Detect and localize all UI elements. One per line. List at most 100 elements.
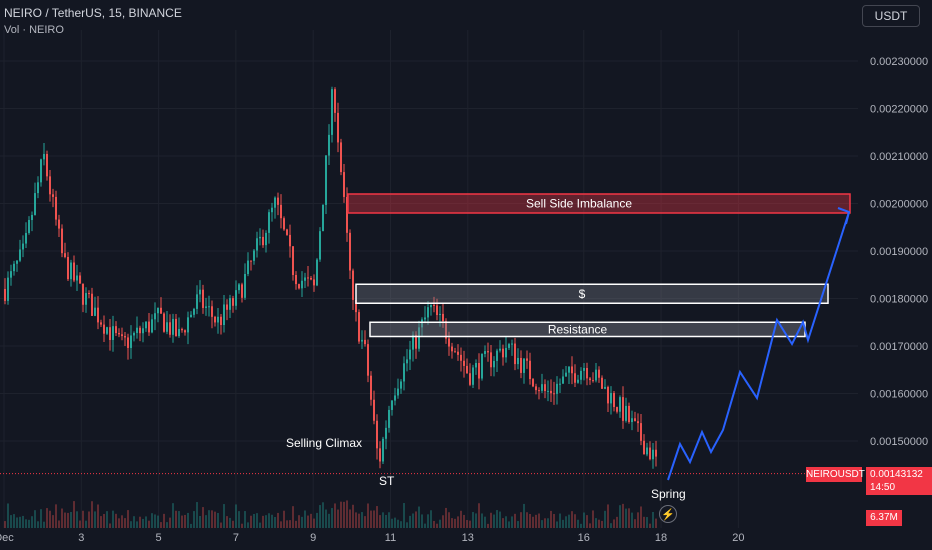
volume-bar — [535, 514, 537, 528]
candle-body — [319, 231, 321, 260]
volume-bar — [55, 504, 57, 528]
candle-body — [310, 278, 312, 280]
candle-body — [136, 327, 138, 333]
volume-bar — [400, 521, 402, 528]
volume-bar — [580, 523, 582, 528]
candle-body — [508, 344, 510, 348]
candle-body — [646, 447, 648, 455]
price-tick-label: 0.00230000 — [870, 56, 928, 68]
candle-body — [166, 322, 168, 332]
candle-body — [106, 327, 108, 334]
volume-bar — [52, 515, 54, 528]
price-tick-label: 0.00190000 — [870, 246, 928, 258]
candle-body — [379, 448, 381, 462]
volume-bar — [469, 520, 471, 528]
candle-body — [466, 365, 468, 374]
volume-bar — [604, 510, 606, 528]
candle-body — [7, 277, 9, 301]
volume-bar — [61, 508, 63, 528]
volume-bar — [301, 516, 303, 528]
volume-bar — [100, 516, 102, 528]
volume-bar — [352, 504, 354, 528]
volume-bar — [226, 516, 228, 528]
candle-body — [397, 388, 399, 396]
volume-bar — [4, 521, 6, 528]
volume-bar — [358, 513, 360, 528]
candle-body — [52, 194, 54, 197]
volume-bar — [67, 512, 69, 528]
candle-body — [394, 395, 396, 401]
volume-bar — [619, 505, 621, 528]
candle-body — [202, 289, 204, 308]
candle-body — [358, 312, 360, 342]
volume-bar — [313, 518, 315, 528]
volume-bar — [298, 515, 300, 528]
volume-bars — [4, 500, 657, 528]
volume-bar — [496, 510, 498, 528]
candle-body — [583, 367, 585, 371]
candle-body — [475, 363, 477, 368]
candle-body — [142, 328, 144, 334]
candle-body — [388, 409, 390, 428]
volume-bar — [589, 523, 591, 528]
candle-body — [43, 153, 45, 160]
candle-body — [19, 249, 21, 261]
price-axis[interactable]: 0.00230000 0.00220000 0.00210000 0.00200000… — [870, 56, 928, 448]
candle-body — [292, 246, 294, 276]
lightning-icon[interactable]: ⚡ — [659, 505, 677, 523]
candle-body — [250, 260, 252, 262]
volume-bar — [319, 505, 321, 528]
symbol-price-tag: NEIROUSDT — [806, 467, 865, 482]
volume-bar — [391, 518, 393, 528]
sell-side-imbalance-zone-label: Sell Side Imbalance — [526, 197, 632, 211]
volume-bar — [37, 521, 39, 528]
candle-body — [193, 308, 195, 315]
candle-body — [82, 283, 84, 305]
candle-body — [274, 197, 276, 208]
volume-bar — [553, 514, 555, 528]
candle-body — [298, 284, 300, 289]
resistance-zone-label: Resistance — [548, 322, 608, 336]
volume-bar — [568, 514, 570, 528]
candle-body — [643, 440, 645, 455]
volume-bar — [10, 515, 12, 528]
volume-bar — [544, 518, 546, 528]
volume-bar — [598, 519, 600, 528]
volume-bar — [160, 522, 162, 528]
volume-bar — [571, 511, 573, 528]
candle-body — [631, 418, 633, 423]
candle-body — [553, 393, 555, 395]
candle-body — [223, 304, 225, 325]
candle-body — [601, 377, 603, 389]
volume-bar — [340, 501, 342, 528]
volume-bar — [103, 514, 105, 528]
candle-body — [610, 392, 612, 404]
volume-bar — [202, 507, 204, 528]
volume-bar — [370, 510, 372, 528]
volume-bar — [397, 519, 399, 528]
volume-bar — [307, 515, 309, 528]
currency-button[interactable]: USDT — [862, 5, 920, 27]
candle-body — [487, 351, 489, 353]
candle-body — [247, 260, 249, 275]
candle-body — [523, 358, 525, 373]
time-axis[interactable]: Dec 3 5 7 9 11 13 16 18 20 — [0, 532, 744, 544]
candle-body — [214, 316, 216, 323]
candle-body — [403, 363, 405, 382]
candle-body — [10, 271, 12, 278]
last-price-tag: 0.00143132 14:50 — [866, 467, 932, 495]
candle-body — [454, 351, 456, 353]
volume-bar — [259, 522, 261, 528]
candle-body — [283, 218, 285, 230]
volume-bar — [373, 510, 375, 528]
volume-bar — [409, 515, 411, 528]
volume-bar — [541, 520, 543, 528]
candle-body — [226, 304, 228, 310]
candle-body — [541, 384, 543, 391]
volume-bar — [538, 513, 540, 528]
candle-body — [133, 332, 135, 336]
volume-bar — [43, 521, 45, 528]
candle-body — [460, 354, 462, 361]
volume-bar — [364, 516, 366, 528]
